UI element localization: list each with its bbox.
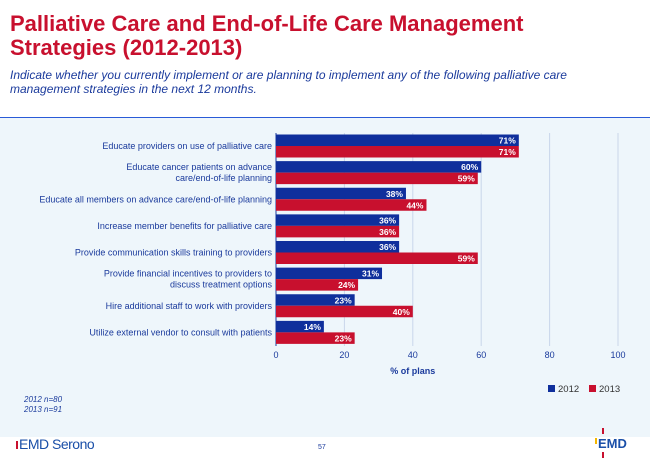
category-label: Increase member benefits for palliative … (97, 221, 272, 231)
bar-2012 (276, 294, 355, 306)
data-label-2013: 40% (393, 307, 410, 317)
brand-right-text: EMD (598, 436, 627, 451)
category-label: Provide financial incentives to provider… (104, 269, 272, 279)
category-label: Educate all members on advance care/end-… (39, 194, 272, 204)
data-label-2012: 71% (499, 136, 516, 146)
page-subtitle: Indicate whether you currently implement… (10, 68, 567, 96)
bar-2013 (276, 252, 478, 264)
bar-2013 (276, 332, 355, 344)
category-label: care/end-of-life planning (175, 173, 272, 183)
category-label: Hire additional staff to work with provi… (106, 301, 273, 311)
bar-2013 (276, 146, 519, 158)
bar-2012 (276, 161, 482, 173)
emd-serono-logo: EMD Serono (16, 436, 95, 452)
bar-2013 (276, 199, 427, 211)
category-label: Provide communication skills training to… (75, 248, 273, 258)
data-label-2012: 23% (335, 295, 352, 305)
data-label-2012: 31% (362, 269, 379, 279)
legend-label-2013: 2013 (599, 384, 620, 395)
data-label-2013: 36% (379, 227, 396, 237)
data-label-2013: 24% (338, 280, 355, 290)
page-number: 57 (318, 444, 326, 451)
data-label-2013: 23% (335, 333, 352, 343)
brand-left-text: EMD Serono (19, 436, 95, 452)
sample-size-note: 2012 n=80 2013 n=91 (24, 395, 62, 415)
category-label: discuss treatment options (170, 280, 273, 290)
data-label-2012: 14% (304, 322, 321, 332)
data-label-2012: 36% (379, 215, 396, 225)
x-tick-label: 80 (545, 350, 555, 360)
data-label-2013: 71% (499, 147, 516, 157)
data-label-2013: 59% (458, 174, 475, 184)
bar-2012 (276, 134, 519, 146)
legend-swatch-2012 (548, 385, 555, 392)
x-tick-label: 20 (339, 350, 349, 360)
category-label: Educate providers on use of palliative c… (102, 141, 272, 151)
category-label: Utilize external vendor to consult with … (89, 327, 272, 337)
data-label-2012: 36% (379, 242, 396, 252)
bar-2013 (276, 305, 413, 318)
data-label-2013: 59% (458, 254, 475, 264)
emd-logo: EMD (595, 428, 627, 458)
bar-2012 (276, 320, 324, 333)
x-tick-label: 40 (408, 350, 418, 360)
category-label: Educate cancer patients on advance (126, 162, 272, 172)
x-tick-label: 100 (610, 350, 625, 360)
x-tick-label: 0 (273, 350, 278, 360)
x-tick-label: 60 (476, 350, 486, 360)
page-title: Palliative Care and End-of-Life Care Man… (10, 11, 524, 60)
data-label-2012: 60% (461, 162, 478, 172)
header-divider (0, 117, 650, 118)
legend-label-2012: 2012 (558, 384, 579, 395)
legend-swatch-2013 (589, 385, 596, 392)
bar-2012 (276, 187, 406, 200)
data-label-2012: 38% (386, 189, 403, 199)
bar-2012 (276, 267, 383, 280)
sample-size-2012: 2012 n=80 (24, 395, 63, 404)
x-axis-title: % of plans (390, 366, 435, 376)
bar-2012 (276, 241, 400, 253)
bar-2013 (276, 279, 359, 291)
bar-2013 (276, 225, 400, 238)
data-label-2013: 44% (406, 200, 423, 210)
bar-2013 (276, 172, 478, 185)
sample-size-2013: 2013 n=91 (24, 405, 63, 414)
bar-2012 (276, 214, 400, 226)
